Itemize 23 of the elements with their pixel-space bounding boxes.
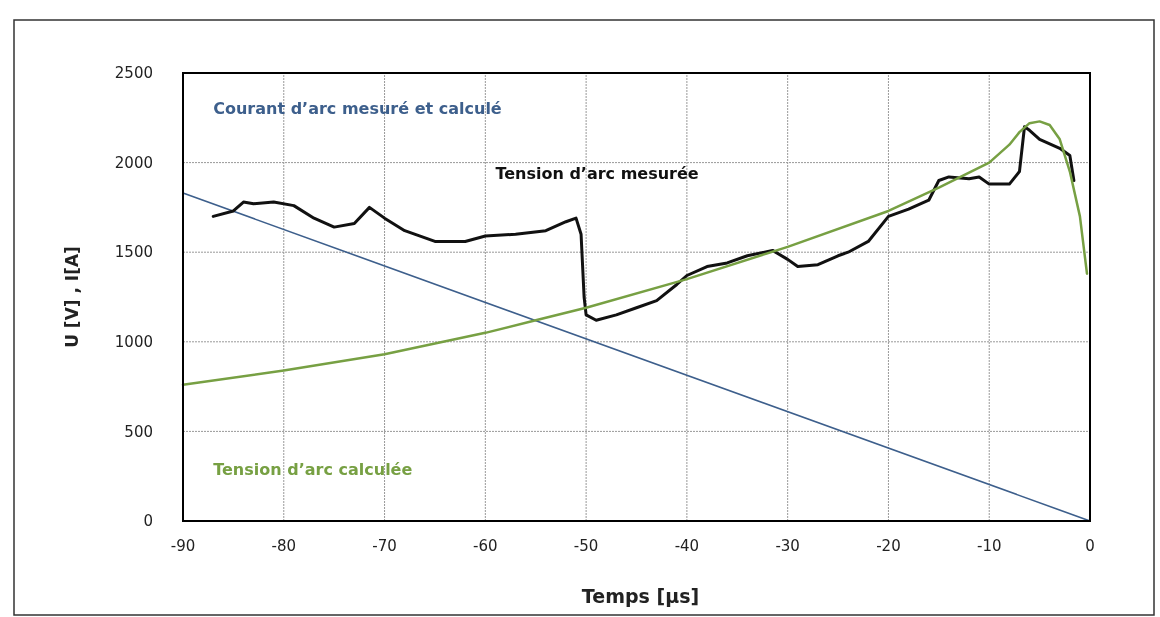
x-tick-label: -30 [775, 537, 800, 555]
y-axis-title: U [V] , I[A] [62, 246, 82, 348]
line-series [181, 120, 1089, 387]
y-tick-label: 1000 [114, 333, 153, 352]
text: Tension d’arc calculée [213, 459, 413, 479]
x-tick-label: -70 [372, 537, 397, 555]
x-tick-label: -10 [976, 537, 1002, 555]
y-tick-label: 0 [143, 512, 153, 531]
x-tick-label: -40 [674, 537, 700, 555]
line-series [211, 125, 1076, 322]
y-tick-label: 1500 [114, 243, 153, 262]
text: Tension d’arc mesurée [495, 163, 699, 183]
y-tick-label: 2000 [114, 153, 153, 172]
x-tick-label: -20 [876, 537, 901, 555]
y-tick-label: 2500 [114, 64, 153, 83]
x-tick-label: -80 [271, 537, 297, 555]
x-tick-label: 0 [1085, 537, 1095, 555]
text: Courant d’arc mesuré et calculé [213, 99, 502, 119]
x-axis-title: Temps [µs] [581, 585, 700, 607]
y-tick-label: 500 [124, 422, 153, 441]
x-tick-label: -90 [170, 537, 196, 555]
x-tick-label: -50 [573, 537, 599, 555]
x-tick-label: -60 [473, 537, 498, 555]
